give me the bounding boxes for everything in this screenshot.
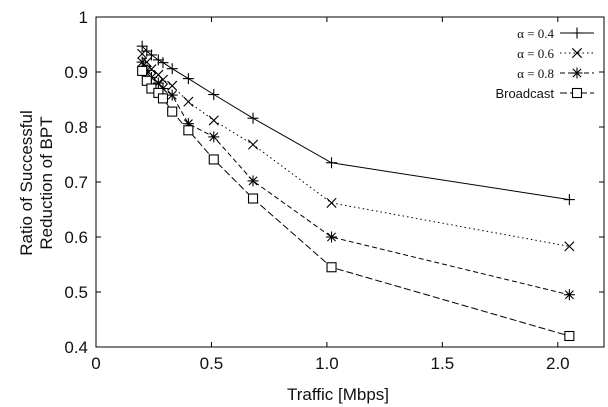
y-tick-label: 0.8 bbox=[64, 118, 88, 137]
x-tick-label: 0.5 bbox=[200, 354, 224, 373]
data-point-series-2 bbox=[167, 80, 178, 91]
x-tick-label: 1.0 bbox=[315, 354, 339, 373]
data-point-series-4 bbox=[564, 330, 575, 342]
y-tick-label: 0.9 bbox=[64, 63, 88, 82]
data-point-series-2 bbox=[208, 115, 219, 126]
x-tick-label: 0 bbox=[91, 354, 100, 373]
data-point-series-1 bbox=[136, 40, 148, 52]
legend-label: α = 0.6 bbox=[517, 46, 554, 61]
data-point-series-1 bbox=[208, 89, 220, 101]
y-tick-label: 0.5 bbox=[64, 283, 88, 302]
legend-marker bbox=[571, 87, 583, 99]
x-tick-label: 1.5 bbox=[431, 354, 455, 373]
data-point-series-2 bbox=[564, 241, 575, 252]
data-point-series-4 bbox=[247, 193, 259, 204]
series-line-4 bbox=[141, 70, 570, 337]
data-point-series-1 bbox=[247, 112, 259, 124]
data-point-series-1 bbox=[157, 57, 169, 69]
data-point-series-4 bbox=[157, 93, 169, 104]
legend-label: α = 0.8 bbox=[517, 66, 554, 81]
data-point-series-2 bbox=[183, 96, 194, 107]
y-tick-label: 0.7 bbox=[64, 173, 88, 192]
y-axis-label-line-1: Ratio of Successful bbox=[17, 110, 36, 256]
legend-label: Broadcast bbox=[495, 86, 554, 101]
data-point-series-3 bbox=[166, 89, 178, 101]
data-point-series-4 bbox=[167, 106, 178, 117]
data-point-series-3 bbox=[136, 56, 148, 68]
data-point-series-3 bbox=[208, 131, 220, 143]
data-point-series-4 bbox=[326, 262, 337, 273]
x-tick-label: 2.0 bbox=[546, 354, 570, 373]
data-point-series-3 bbox=[563, 289, 575, 301]
series-line-1 bbox=[141, 45, 570, 201]
data-point-series-1 bbox=[563, 194, 575, 206]
data-point-series-3 bbox=[247, 175, 259, 187]
legend-marker bbox=[571, 67, 583, 79]
data-point-series-1 bbox=[145, 49, 157, 61]
data-point-series-2 bbox=[326, 197, 337, 208]
data-point-series-1 bbox=[326, 157, 338, 169]
data-point-series-1 bbox=[166, 63, 178, 75]
legend-marker bbox=[571, 27, 583, 39]
data-point-series-2 bbox=[137, 48, 148, 59]
data-point-series-2 bbox=[247, 139, 259, 150]
data-point-series-1 bbox=[152, 54, 164, 66]
x-axis-label: Traffic [Mbps] bbox=[287, 385, 389, 404]
data-point-series-4 bbox=[208, 154, 219, 165]
data-point-series-1 bbox=[182, 73, 194, 85]
y-tick-label: 0.4 bbox=[64, 338, 88, 357]
data-point-series-4 bbox=[183, 125, 194, 136]
y-tick-label: 1 bbox=[79, 8, 88, 27]
data-point-series-3 bbox=[326, 231, 338, 243]
y-axis-label-line-2: Reduction of BPT bbox=[37, 116, 56, 249]
data-point-series-3 bbox=[152, 77, 164, 89]
data-point-series-4 bbox=[137, 65, 148, 76]
legend-label: α = 0.4 bbox=[517, 26, 554, 41]
y-tick-label: 0.6 bbox=[64, 228, 88, 247]
legend-marker bbox=[571, 47, 583, 59]
